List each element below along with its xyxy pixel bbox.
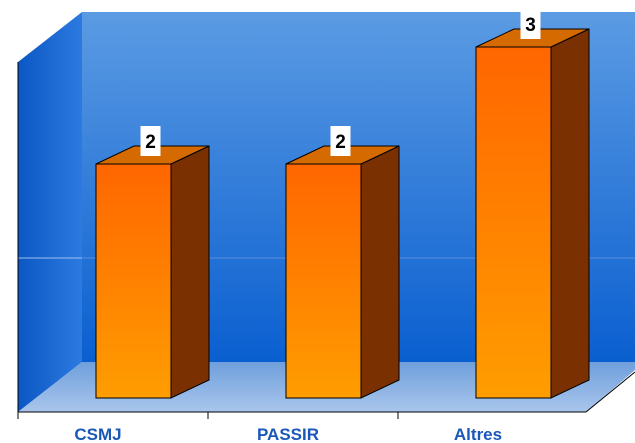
category-label: Altres [454, 425, 502, 443]
bar-front [475, 46, 552, 399]
bar-passir [285, 145, 400, 399]
bar-front [285, 163, 362, 399]
bar-altres [475, 28, 590, 399]
bars [95, 28, 590, 399]
data-label: 2 [140, 126, 161, 156]
data-label-text: 2 [335, 132, 346, 153]
bar-side [170, 145, 210, 399]
side-wall [18, 12, 82, 412]
bar-front [95, 163, 172, 399]
data-label-bg [520, 9, 541, 39]
data-label-text: 3 [525, 15, 536, 36]
bar-csmj [95, 145, 210, 399]
bar-side [550, 28, 590, 399]
x-ticks [17, 412, 399, 419]
data-label: 2 [330, 126, 351, 156]
data-label: 3 [520, 9, 541, 39]
x-axis-depth-edge [585, 371, 635, 413]
category-labels: CSMJ PASSIR Altres [74, 425, 502, 443]
data-labels: 2 2 3 [140, 9, 541, 156]
bar-side [360, 145, 400, 399]
data-label-bg [140, 126, 161, 156]
category-label: PASSIR [257, 425, 319, 443]
data-label-bg [330, 126, 351, 156]
category-label: CSMJ [74, 425, 121, 443]
data-label-text: 2 [145, 132, 156, 153]
